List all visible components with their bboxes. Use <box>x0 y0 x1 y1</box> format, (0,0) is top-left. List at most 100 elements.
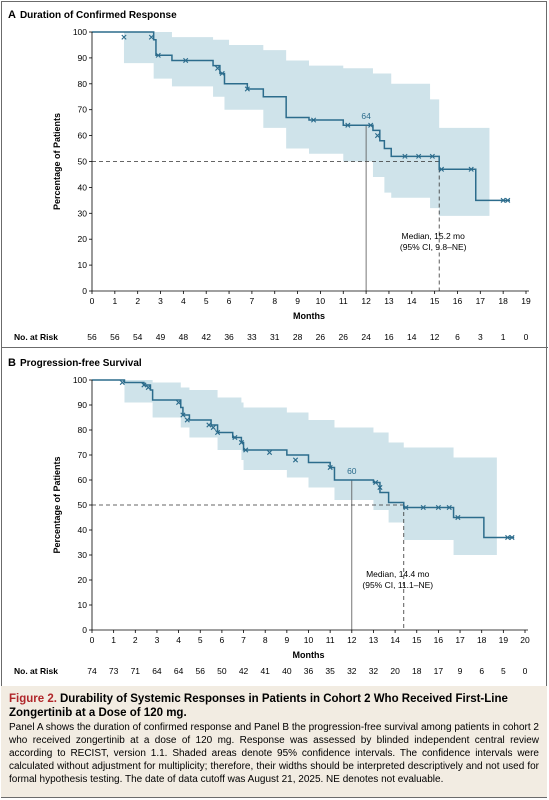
censor-mark <box>468 166 474 172</box>
censor-mark <box>206 422 212 428</box>
censor-mark <box>429 153 435 159</box>
landmark-label: 64 <box>361 111 371 121</box>
censor-mark <box>505 534 511 541</box>
y-tick-label: 80 <box>78 425 88 435</box>
x-tick-label: 1 <box>112 296 117 306</box>
x-tick-label: 11 <box>339 296 348 306</box>
x-tick-label: 8 <box>272 296 277 306</box>
at-risk-count: 6 <box>455 332 460 342</box>
y-tick-label: 70 <box>78 450 88 460</box>
x-tick-label: 5 <box>204 296 209 306</box>
caption-figure-label: Figure 2. <box>9 693 57 705</box>
ci-band <box>92 380 497 555</box>
y-tick-label: 40 <box>78 525 88 535</box>
x-tick-label: 10 <box>304 635 314 645</box>
censor-mark <box>141 382 147 388</box>
x-tick-label: 15 <box>412 635 422 645</box>
censor-mark <box>438 166 445 172</box>
at-risk-title: No. at Risk <box>14 666 58 676</box>
at-risk-count: 1 <box>501 332 506 342</box>
x-tick-label: 6 <box>227 296 232 306</box>
at-risk-count: 36 <box>304 666 314 676</box>
x-tick-label: 3 <box>158 296 163 306</box>
panel-b-letter: B <box>8 357 16 369</box>
at-risk-count: 48 <box>179 332 189 342</box>
x-tick-label: 9 <box>295 296 300 306</box>
x-axis-title: Months <box>293 311 325 321</box>
panel-b-title-text: Progression-free Survival <box>19 358 142 369</box>
x-tick-label: 7 <box>250 296 255 306</box>
at-risk-count: 32 <box>347 666 357 676</box>
at-risk-count: 71 <box>131 666 141 676</box>
y-tick-label: 60 <box>78 475 88 485</box>
censor-mark <box>402 153 408 159</box>
at-risk-count: 64 <box>152 666 162 676</box>
y-axis-title: Percentage of Patients <box>52 456 62 553</box>
censor-mark <box>243 447 249 453</box>
y-tick-label: 30 <box>78 550 88 560</box>
at-risk-title: No. at Risk <box>14 332 58 342</box>
at-risk-count: 0 <box>524 332 529 342</box>
x-tick-label: 8 <box>263 635 268 645</box>
x-tick-label: 19 <box>521 296 531 306</box>
censor-mark <box>244 86 250 92</box>
x-tick-label: 13 <box>384 296 394 306</box>
y-axis-title: Percentage of Patients <box>52 113 62 210</box>
panel-divider <box>1 347 548 348</box>
median-label: Median, 15.2 mo <box>402 231 466 241</box>
at-risk-count: 36 <box>224 332 234 342</box>
y-tick-label: 0 <box>82 286 87 296</box>
median-label: Median, 14.4 mo <box>366 569 430 579</box>
y-tick-label: 90 <box>78 400 88 410</box>
censor-mark <box>145 384 151 391</box>
at-risk-count: 56 <box>87 332 97 342</box>
y-tick-label: 10 <box>78 600 88 610</box>
y-tick-label: 80 <box>78 79 88 89</box>
x-tick-label: 4 <box>176 635 181 645</box>
censor-mark <box>374 133 381 139</box>
x-tick-label: 0 <box>90 296 95 306</box>
landmark-label: 60 <box>347 466 357 476</box>
censor-mark <box>345 122 351 128</box>
at-risk-count: 6 <box>479 666 484 676</box>
km-curve <box>92 379 515 539</box>
at-risk-count: 14 <box>407 332 417 342</box>
median-ci-label: (95% CI, 9.8–NE) <box>400 242 467 252</box>
x-tick-label: 2 <box>135 296 140 306</box>
x-tick-label: 17 <box>476 296 486 306</box>
censor-mark <box>119 379 125 386</box>
median-ci-label: (95% CI, 11.1–NE) <box>362 580 433 590</box>
x-tick-label: 20 <box>520 635 530 645</box>
y-tick-label: 20 <box>78 575 88 585</box>
censor-mark <box>148 34 154 40</box>
censor-mark <box>183 57 189 64</box>
x-tick-label: 11 <box>326 635 335 645</box>
at-risk-count: 56 <box>110 332 120 342</box>
censor-mark <box>214 429 221 436</box>
at-risk-count: 20 <box>390 666 400 676</box>
censor-mark <box>505 197 511 203</box>
at-risk-count: 49 <box>156 332 166 342</box>
y-tick-label: 10 <box>78 260 88 270</box>
x-tick-label: 19 <box>499 635 509 645</box>
censor-mark <box>176 399 182 406</box>
at-risk-count: 9 <box>458 666 463 676</box>
censor-mark <box>266 449 273 456</box>
censor-mark <box>368 122 374 128</box>
y-tick-label: 0 <box>82 625 87 635</box>
censor-mark <box>310 117 317 123</box>
y-tick-label: 100 <box>73 375 87 385</box>
at-risk-count: 42 <box>239 666 249 676</box>
at-risk-count: 31 <box>270 332 280 342</box>
y-tick-label: 50 <box>78 157 88 167</box>
censor-mark <box>455 514 461 521</box>
censor-mark <box>509 534 515 541</box>
y-tick-label: 20 <box>78 234 88 244</box>
at-risk-count: 42 <box>201 332 211 342</box>
y-tick-label: 30 <box>78 208 88 218</box>
at-risk-count: 26 <box>339 332 349 342</box>
x-tick-label: 7 <box>241 635 246 645</box>
at-risk-count: 35 <box>325 666 335 676</box>
